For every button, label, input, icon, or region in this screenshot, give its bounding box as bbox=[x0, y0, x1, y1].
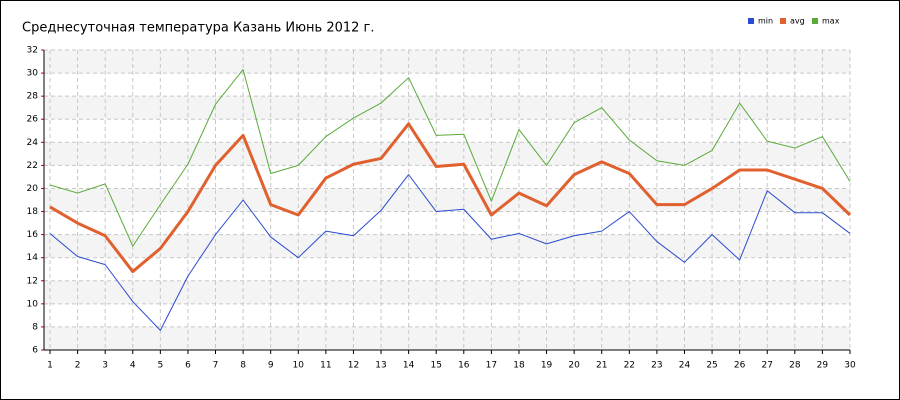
y-tick-label: 32 bbox=[27, 46, 38, 56]
legend-swatch bbox=[812, 18, 818, 24]
y-tick-label: 16 bbox=[27, 230, 39, 240]
x-tick-label: 17 bbox=[486, 361, 497, 371]
y-tick-label: 26 bbox=[27, 115, 39, 125]
y-tick-label: 14 bbox=[27, 253, 39, 263]
y-tick-label: 8 bbox=[32, 322, 38, 332]
x-tick-label: 10 bbox=[293, 361, 305, 371]
x-tick-label: 18 bbox=[513, 361, 525, 371]
legend-label: min bbox=[758, 17, 773, 26]
y-tick-label: 30 bbox=[27, 69, 39, 79]
x-tick-label: 26 bbox=[734, 361, 746, 371]
y-tick-label: 10 bbox=[27, 299, 39, 309]
x-tick-label: 22 bbox=[624, 361, 635, 371]
series-line bbox=[49, 69, 851, 247]
x-tick-label: 6 bbox=[185, 361, 191, 371]
y-tick-label: 24 bbox=[27, 138, 39, 148]
y-tick-label: 18 bbox=[27, 207, 39, 217]
x-tick-label: 11 bbox=[320, 361, 331, 371]
x-tick-label: 21 bbox=[596, 361, 607, 371]
x-tick-label: 3 bbox=[102, 361, 108, 371]
x-tick-label: 9 bbox=[268, 361, 274, 371]
x-tick-label: 20 bbox=[568, 361, 580, 371]
grid-band bbox=[44, 326, 850, 350]
x-tick-label: 16 bbox=[458, 361, 470, 371]
x-tick-label: 2 bbox=[75, 361, 81, 371]
x-tick-label: 15 bbox=[430, 361, 441, 371]
legend-label: max bbox=[822, 17, 840, 26]
grid-band bbox=[44, 142, 850, 166]
x-tick-label: 24 bbox=[679, 361, 691, 371]
y-tick-label: 6 bbox=[32, 346, 38, 356]
x-tick-label: 28 bbox=[789, 361, 801, 371]
series-line bbox=[49, 122, 852, 274]
series-line bbox=[49, 174, 851, 331]
x-tick-label: 8 bbox=[240, 361, 246, 371]
grid-band bbox=[44, 50, 850, 74]
x-tick-label: 12 bbox=[348, 361, 359, 371]
x-tick-label: 29 bbox=[817, 361, 829, 371]
x-tick-label: 19 bbox=[541, 361, 553, 371]
legend-swatch bbox=[748, 18, 754, 24]
x-tick-label: 1 bbox=[47, 361, 53, 371]
grid-band bbox=[44, 188, 850, 212]
x-tick-label: 25 bbox=[706, 361, 717, 371]
x-tick-label: 27 bbox=[762, 361, 773, 371]
x-tick-label: 4 bbox=[130, 361, 136, 371]
grid-band bbox=[44, 280, 850, 304]
chart-title: Среднесуточная температура Казань Июнь 2… bbox=[22, 21, 375, 36]
x-tick-label: 5 bbox=[157, 361, 163, 371]
legend-label: avg bbox=[790, 17, 805, 26]
y-tick-label: 28 bbox=[27, 92, 39, 102]
grid-band bbox=[44, 96, 850, 120]
x-tick-label: 30 bbox=[844, 361, 856, 371]
x-tick-label: 13 bbox=[375, 361, 386, 371]
legend-swatch bbox=[780, 18, 786, 24]
x-tick-label: 23 bbox=[651, 361, 662, 371]
grid-band bbox=[44, 234, 850, 258]
y-tick-label: 20 bbox=[27, 184, 39, 194]
y-tick-label: 12 bbox=[27, 276, 38, 286]
x-tick-label: 7 bbox=[213, 361, 219, 371]
y-tick-label: 22 bbox=[27, 161, 38, 171]
x-tick-label: 14 bbox=[403, 361, 415, 371]
